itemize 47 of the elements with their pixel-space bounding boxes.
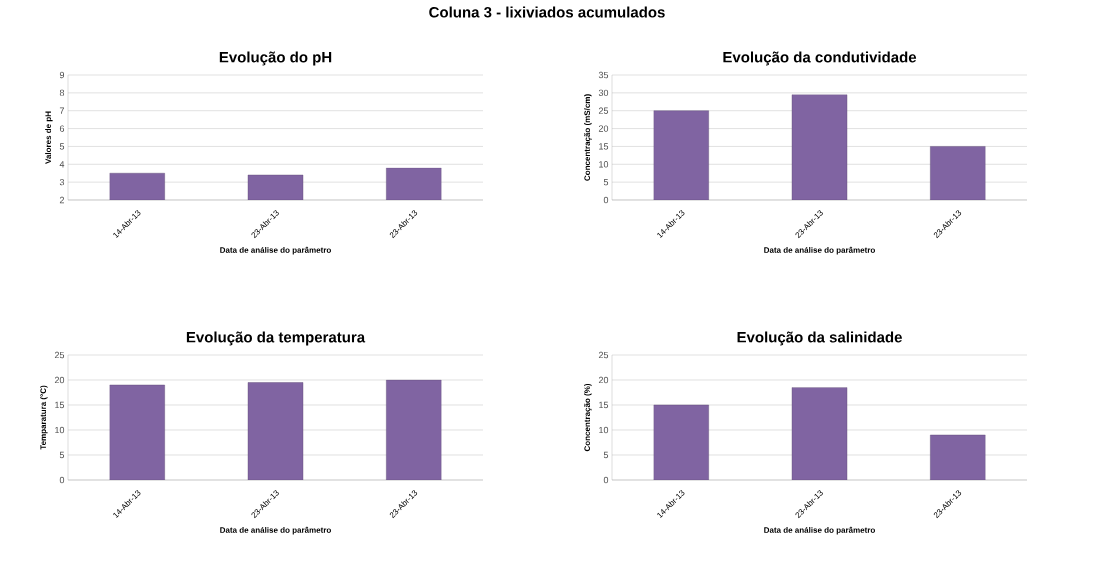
y-tick-label: 5 [603, 451, 609, 459]
y-tick-label: 10 [599, 426, 609, 434]
x-axis-title: Data de análise do parâmetro [220, 526, 331, 535]
bar [791, 387, 848, 480]
y-tick-label: 5 [603, 179, 609, 186]
y-tick-label: 5 [59, 143, 65, 150]
y-tick-label: 30 [598, 89, 609, 97]
y-tick-label: 3 [59, 178, 65, 186]
y-tick-label: 5 [59, 451, 65, 459]
y-tick-label: 25 [54, 351, 65, 359]
y-tick-label: 15 [599, 401, 609, 409]
y-tick-label: 0 [603, 476, 609, 484]
y-tick-label: 25 [598, 107, 609, 114]
y-tick-label: 4 [59, 161, 65, 168]
chart-title: Evolução da salinidade [737, 331, 902, 346]
y-tick-label: 20 [54, 376, 65, 384]
chart-title: Evolução da condutividade [723, 51, 917, 66]
y-tick-label: 6 [59, 125, 65, 132]
y-tick-label: 15 [599, 143, 609, 150]
x-axis-title: Data de análise do parâmetro [220, 246, 331, 255]
y-tick-label: 2 [59, 196, 65, 204]
y-axis-title: Temparatura (°C) [40, 385, 48, 450]
text: Coluna 3 - lixiviados acumulados [429, 6, 665, 18]
bar [653, 110, 709, 200]
y-tick-label: 7 [59, 107, 65, 114]
y-tick-label: 10 [599, 161, 609, 168]
y-tick-label: 35 [598, 71, 609, 79]
y-tick-label: 0 [603, 196, 609, 204]
x-axis-title: Data de análise do parâmetro [764, 246, 875, 255]
y-axis-title: Concentração (%) [584, 383, 592, 452]
bar [930, 146, 986, 200]
y-tick-label: 10 [55, 426, 65, 434]
chart-title: Evolução da temperatura [186, 331, 366, 346]
bar [930, 434, 986, 480]
y-tick-label: 9 [59, 71, 65, 79]
y-tick-label: 20 [598, 125, 609, 132]
y-tick-label: 0 [59, 476, 65, 484]
y-axis-title: Valores de pH [45, 111, 53, 164]
bar [653, 404, 709, 480]
x-axis-title: Data de análise do parâmetro [764, 526, 875, 535]
y-tick-label: 15 [55, 401, 65, 409]
bar [791, 94, 848, 200]
chart-title: Evolução do pH [219, 51, 332, 66]
y-tick-label: 25 [598, 351, 609, 359]
y-axis-title: Concentração (mS/cm) [584, 94, 592, 181]
y-tick-label: 20 [598, 376, 609, 384]
y-tick-label: 8 [59, 89, 65, 97]
